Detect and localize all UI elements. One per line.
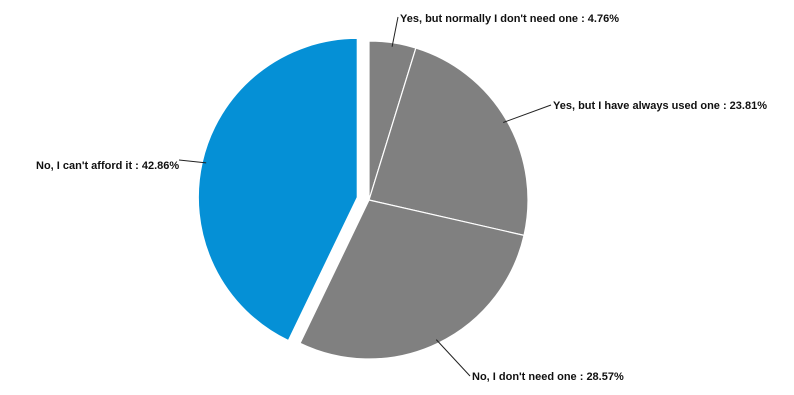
pie-slice-yes-always-used — [368, 47, 529, 237]
slice-label-yes-always-used: Yes, but I have always used one : 23.81% — [553, 100, 767, 112]
labels-layer: Yes, but normally I don't need one : 4.7… — [36, 13, 767, 383]
slices-layer — [197, 37, 529, 360]
pie-slice-no-dont-need — [299, 199, 525, 360]
slice-label-no-cant-afford: No, I can't afford it : 42.86% — [36, 160, 179, 172]
slice-label-no-dont-need: No, I don't need one : 28.57% — [472, 371, 624, 383]
slice-label-yes-normally-dont-need: Yes, but normally I don't need one : 4.7… — [400, 13, 619, 25]
leader-line-yes-normally-dont-need — [391, 16, 399, 47]
leader-lines-layer — [178, 16, 552, 377]
leader-line-no-cant-afford — [178, 159, 207, 164]
leader-line-yes-always-used — [503, 104, 552, 123]
leader-line-no-dont-need — [435, 339, 471, 377]
